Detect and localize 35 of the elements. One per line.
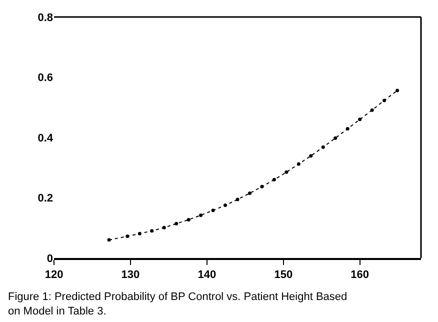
x-tick-label: 140 (198, 269, 216, 282)
caption: Figure 1: Predicted Probability of BP Control vs. Patient Height Based on Model in Table 3. (8, 291, 348, 318)
point (296, 162, 300, 166)
point (260, 184, 264, 188)
x-tick-label: 130 (121, 269, 140, 282)
point (382, 98, 386, 102)
x-tick-label: 120 (44, 269, 64, 282)
point (174, 222, 178, 226)
point (358, 118, 362, 122)
point (162, 226, 166, 230)
x-tick-label: 160 (350, 269, 370, 282)
point (236, 198, 240, 202)
point (346, 127, 350, 131)
y-tick-label: 0.6 (38, 72, 53, 84)
y-tick-label: 0 (46, 252, 53, 265)
point (309, 154, 313, 158)
x-tick-label: 150 (274, 269, 293, 282)
point (126, 234, 130, 238)
point (107, 238, 111, 242)
point (224, 204, 228, 208)
point (138, 232, 142, 236)
point (284, 170, 288, 174)
point (150, 229, 154, 233)
point (248, 191, 252, 195)
y-tick-label: 0.2 (38, 192, 53, 205)
point (199, 213, 203, 217)
point (334, 136, 338, 140)
y-tick-label: 0.8 (38, 12, 53, 24)
point (321, 145, 325, 149)
y-tick-label: 0.4 (38, 132, 54, 144)
point (396, 88, 400, 92)
point (370, 108, 374, 112)
point (272, 178, 276, 182)
point (186, 218, 190, 222)
point (211, 208, 215, 212)
